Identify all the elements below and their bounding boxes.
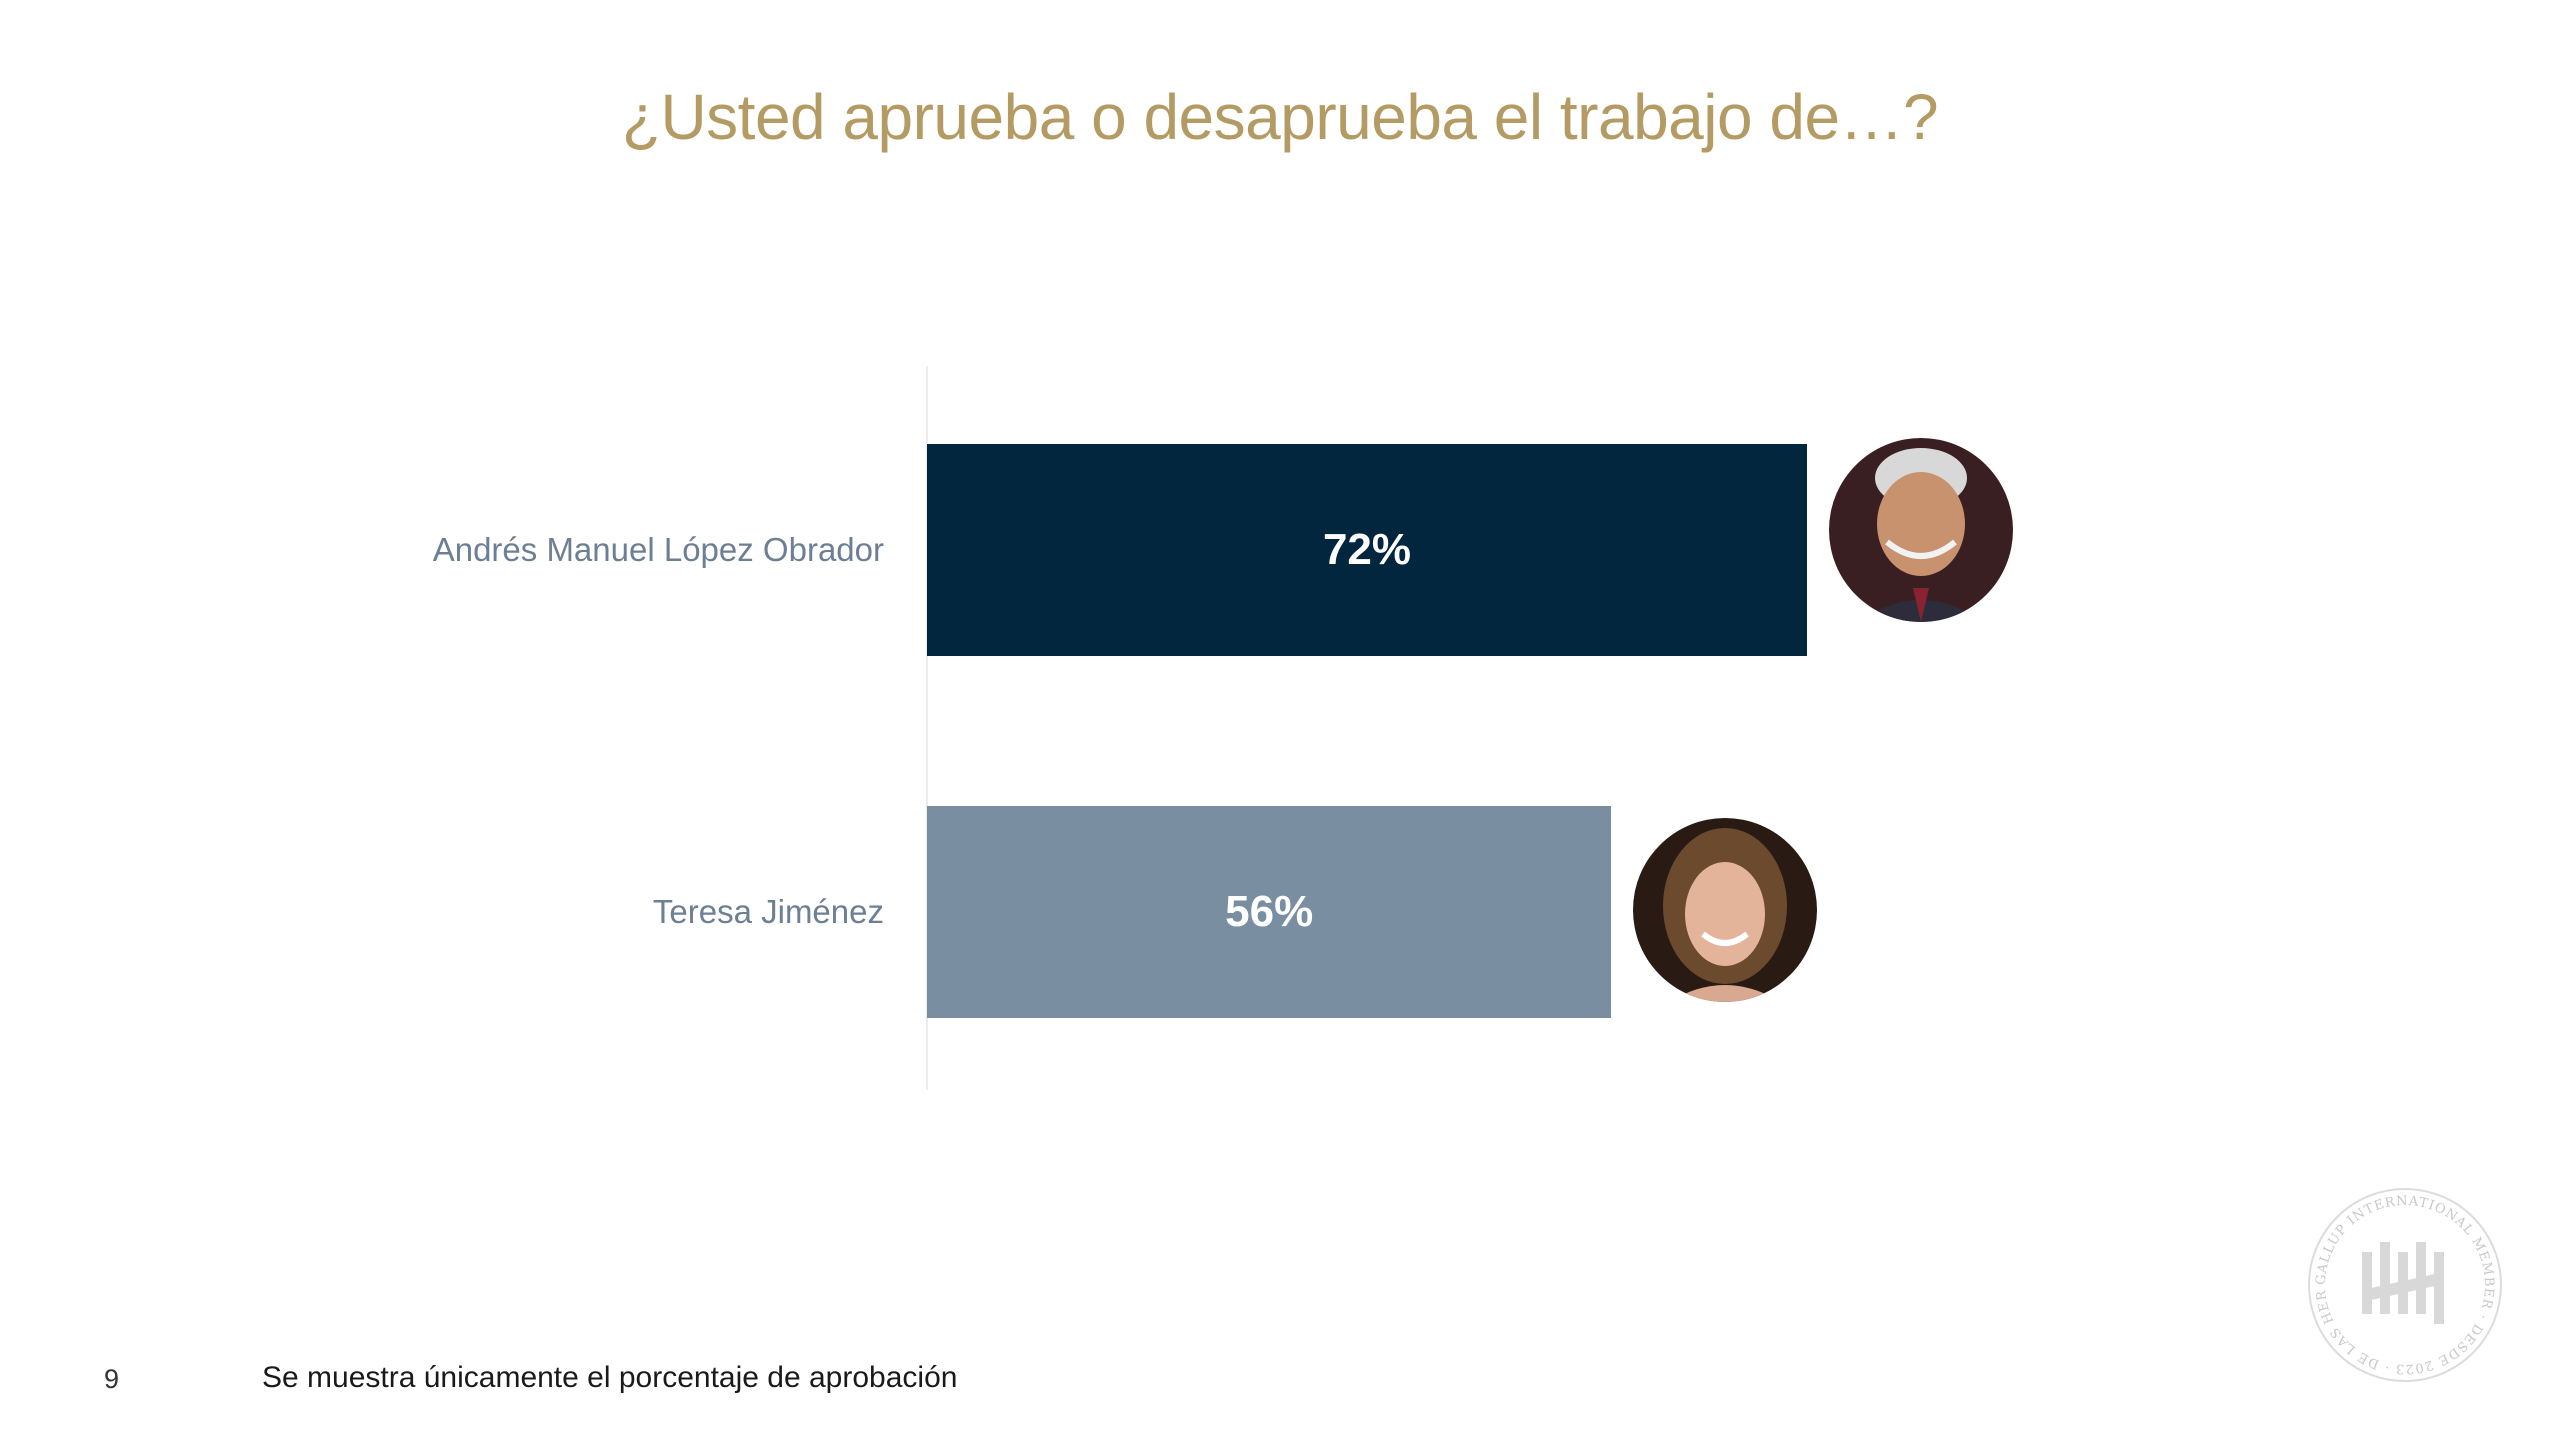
category-label: Teresa Jiménez <box>652 893 884 930</box>
gallup-seal-logo: GALLUP INTERNATIONAL MEMBER · DESDE 2023… <box>2300 1180 2502 1382</box>
chart-title: ¿Usted aprueba o desaprueba el trabajo d… <box>621 81 1939 153</box>
avatar-teresa-jimenez <box>1633 818 1818 1002</box>
page-number: 9 <box>104 1364 120 1394</box>
footnote: Se muestra únicamente el porcentaje de a… <box>262 1361 958 1394</box>
category-axis-line <box>926 366 928 1090</box>
category-label: Andrés Manuel López Obrador <box>432 531 884 568</box>
bar: 56% <box>927 806 1612 1018</box>
avatar-amlo <box>1829 438 2013 622</box>
bar-value-label: 56% <box>1225 887 1314 936</box>
bar-value-label: 72% <box>1322 525 1412 574</box>
bar: 72% <box>927 444 1807 656</box>
